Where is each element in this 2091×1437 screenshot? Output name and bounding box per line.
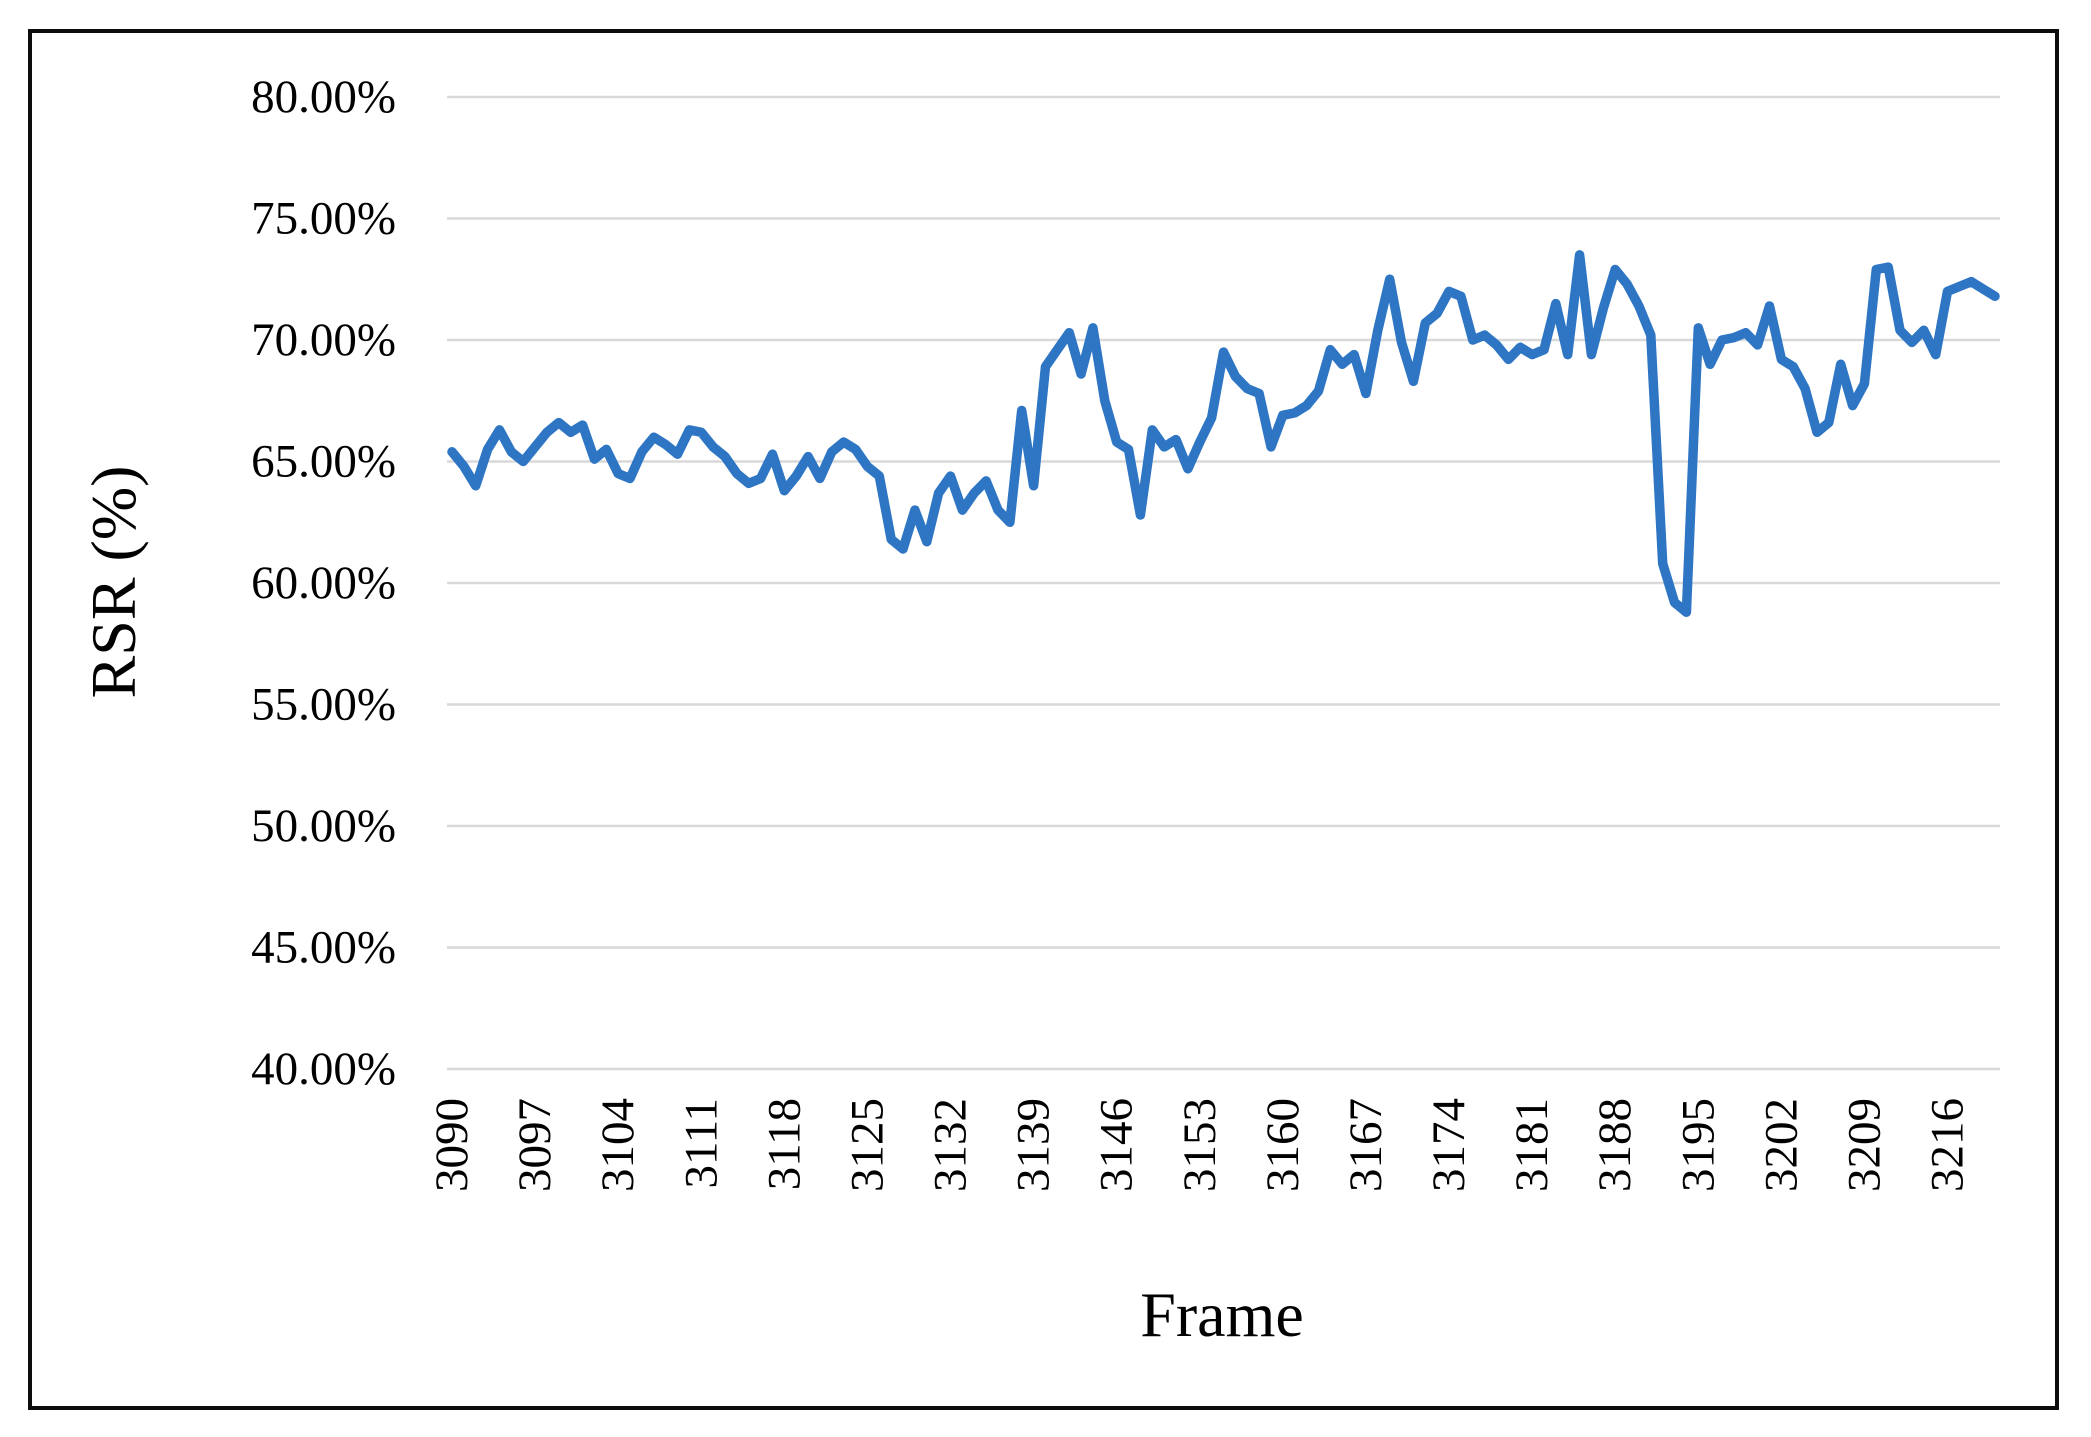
x-axis-tick-label: 3139 [1008,1098,1060,1192]
y-axis-tick-label: 75.00% [251,193,396,245]
figure-border [28,29,2059,1410]
y-axis-tick-labels: 40.00% 45.00% 50.00% 55.00% 60.00% 65.00% 70.0… [251,71,396,1095]
x-axis-tick-label: 3118 [758,1098,810,1190]
y-axis-tick-label: 55.00% [251,679,396,731]
y-axis-tick-label: 65.00% [251,436,396,488]
y-axis-tick-label: 80.00% [251,71,396,123]
x-axis-tick-labels: 3090 3097 3104 3111 3118 3125 3132 3139 3146 3153… [426,1098,1974,1192]
x-axis-tick-label: 3181 [1506,1098,1558,1192]
x-axis-tick-label: 3167 [1340,1098,1392,1192]
x-axis-tick-label: 3209 [1838,1098,1890,1192]
x-axis-title: Frame [1140,1279,1304,1350]
x-axis-tick-label: 3132 [925,1098,977,1192]
x-axis-tick-label: 3104 [592,1098,644,1192]
y-axis-tick-label: 50.00% [251,800,396,852]
x-axis-tick-label: 3146 [1091,1098,1143,1192]
x-axis-tick-label: 3090 [426,1098,478,1192]
y-axis-tick-label: 60.00% [251,557,396,609]
x-axis-tick-label: 3216 [1922,1098,1974,1192]
gridlines [447,95,2000,1071]
y-axis-tick-label: 40.00% [251,1043,396,1095]
x-axis-tick-label: 3188 [1589,1098,1641,1192]
x-axis-tick-label: 3111 [675,1098,727,1189]
x-axis-tick-label: 3174 [1423,1098,1475,1192]
x-axis-tick-label: 3125 [841,1098,893,1192]
x-axis-tick-label: 3195 [1672,1098,1724,1192]
y-axis-title: RSR (%) [78,466,149,699]
y-axis-tick-label: 45.00% [251,922,396,974]
x-axis-tick-label: 3153 [1174,1098,1226,1192]
y-axis-tick-label: 70.00% [251,314,396,366]
x-axis-tick-label: 3160 [1257,1098,1309,1192]
x-axis-tick-label: 3202 [1755,1098,1807,1192]
rsr-series-line [447,250,2000,617]
x-axis-tick-label: 3097 [509,1098,561,1192]
